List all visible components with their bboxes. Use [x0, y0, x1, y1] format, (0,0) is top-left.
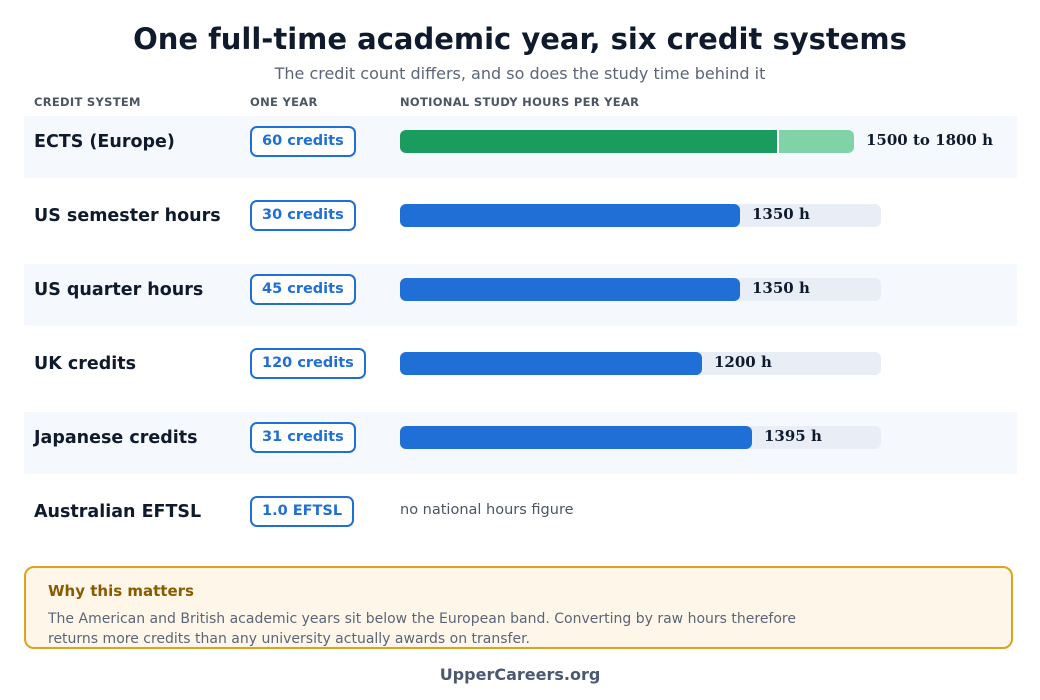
chart-row: US semester hours 30 credits 1350 h: [24, 190, 1017, 252]
chart-row: UK credits 120 credits 1200 h: [24, 338, 1017, 400]
credit-system-label: Japanese credits: [34, 428, 198, 448]
credit-system-label: ECTS (Europe): [34, 132, 175, 152]
bar-range-divider: [777, 129, 779, 154]
callout-text: The American and British academic years …: [48, 611, 796, 647]
bar: [400, 204, 740, 227]
bar: [400, 278, 740, 301]
callout-box: Why this matters The American and Britis…: [24, 566, 1013, 649]
bar-ects-range: [778, 130, 854, 153]
credit-system-label: US quarter hours: [34, 280, 204, 300]
footer-source: UpperCareers.org: [439, 665, 601, 684]
chart-rows: ECTS (Europe) 60 credits 1500 to 1800 h US …: [24, 116, 1017, 560]
chart-row: US quarter hours 45 credits 1350 h: [24, 264, 1017, 326]
bar-ects-low: [400, 130, 778, 153]
credit-badge: 30 credits: [250, 200, 356, 231]
column-header-hours: NOTIONAL STUDY HOURS PER YEAR: [400, 95, 640, 109]
credit-system-label: Australian EFTSL: [34, 502, 202, 522]
credit-badge: 120 credits: [250, 348, 366, 379]
chart-row: ECTS (Europe) 60 credits 1500 to 1800 h: [24, 116, 1017, 178]
credit-badge: 1.0 EFTSL: [250, 496, 355, 527]
bar-value-label: 1500 to 1800 h: [866, 131, 994, 149]
bar-value-label: 1350 h: [752, 279, 810, 297]
column-header-year: ONE YEAR: [250, 95, 318, 109]
chart-subtitle: The credit count differs, and so does th…: [274, 64, 766, 83]
chart-row: Australian EFTSL 1.0 EFTSL no national hou…: [24, 486, 1017, 548]
bar-value-label: 1200 h: [714, 353, 772, 371]
bar: [400, 352, 702, 375]
credit-badge: 31 credits: [250, 422, 356, 453]
credit-badge: 45 credits: [250, 274, 356, 305]
column-header-system: CREDIT SYSTEM: [34, 95, 141, 109]
credit-system-label: UK credits: [34, 354, 137, 374]
credit-badge: 60 credits: [250, 126, 356, 157]
bar-value-label: 1395 h: [764, 427, 822, 445]
callout-title: Why this matters: [48, 582, 194, 600]
chart-row: Japanese credits 31 credits 1395 h: [24, 412, 1017, 474]
bar-value-label: 1350 h: [752, 205, 810, 223]
credit-system-label: US semester hours: [34, 206, 221, 226]
no-hours-note: no national hours figure: [400, 502, 574, 518]
bar: [400, 426, 752, 449]
chart-title: One full-time academic year, six credit …: [133, 22, 907, 56]
